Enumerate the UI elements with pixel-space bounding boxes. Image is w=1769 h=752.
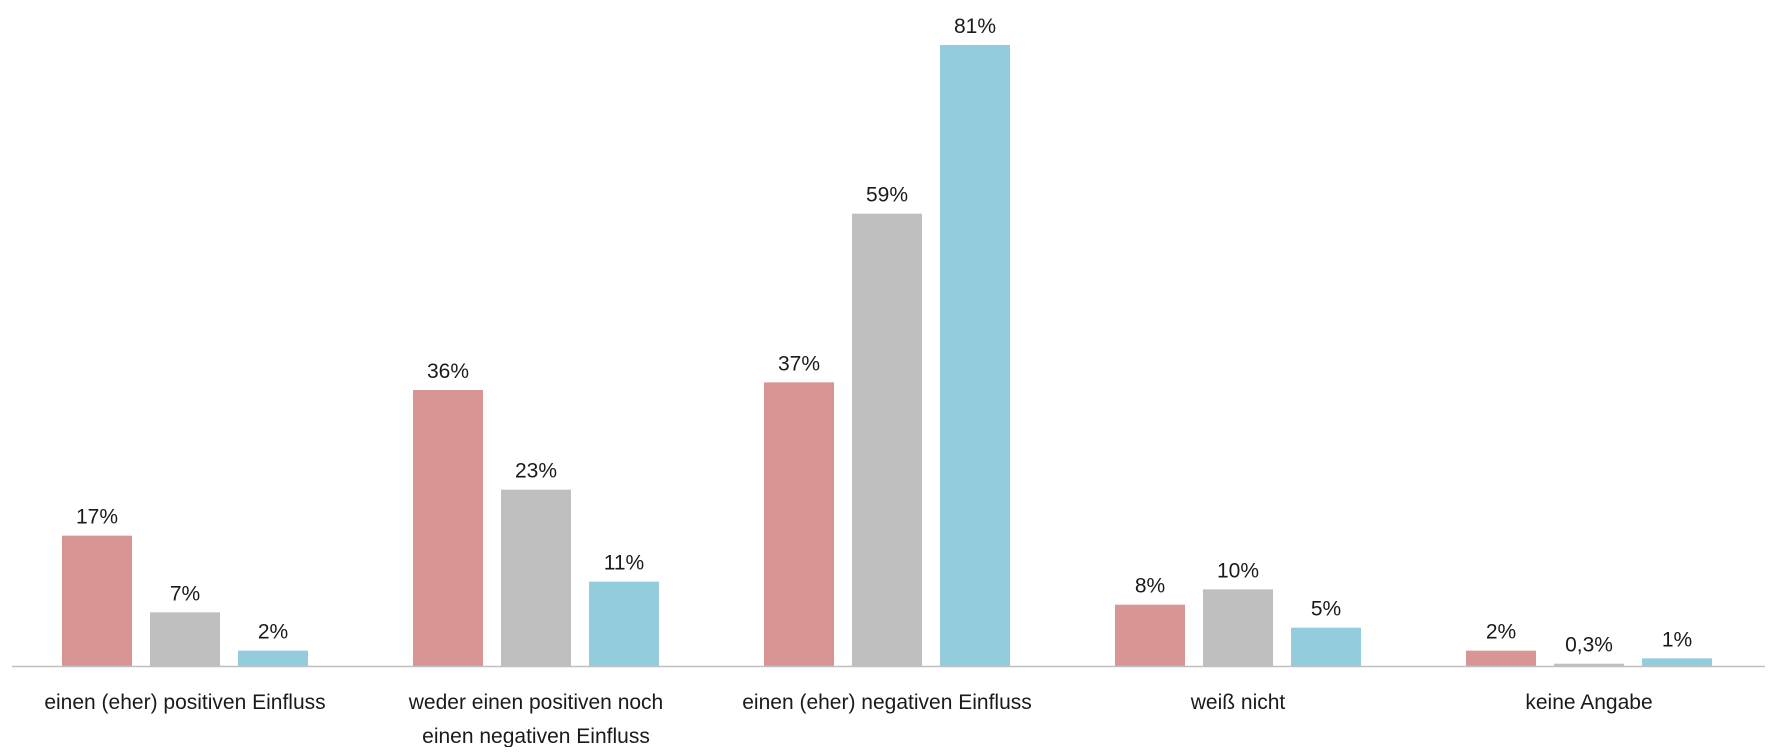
- bar-cat1-series2: [150, 612, 220, 666]
- bar-cat1-series1: [62, 535, 132, 666]
- bar-cat5-series3: [1642, 658, 1712, 666]
- bar-cat4-series2: [1203, 589, 1273, 666]
- bar-cat3-series3: [940, 45, 1010, 666]
- bar-cat3-series1: [764, 382, 834, 666]
- data-label-cat2-series1: 36%: [427, 360, 469, 383]
- category-label-1-line-1: einen (eher) positiven Einfluss: [44, 691, 325, 714]
- bar-cat2-series2: [501, 489, 571, 666]
- data-label-cat3-series2: 59%: [866, 184, 908, 207]
- category-label-1: einen (eher) positiven Einfluss: [44, 691, 325, 714]
- bar-cat3-series2: [852, 213, 922, 666]
- data-label-cat5-series3: 1%: [1662, 628, 1692, 651]
- bar-cat2-series3: [589, 581, 659, 666]
- bar-cat5-series2: [1554, 663, 1624, 666]
- data-label-cat1-series2: 7%: [170, 582, 200, 605]
- data-label-cat5-series2: 0,3%: [1565, 634, 1613, 657]
- category-label-2: weder einen positiven noch einen negative…: [408, 691, 664, 747]
- data-label-cat1-series1: 17%: [76, 506, 118, 529]
- category-label-5-line-1: keine Angabe: [1525, 691, 1652, 714]
- data-label-cat2-series2: 23%: [515, 460, 557, 483]
- category-label-3-line-1: einen (eher) negativen Einfluss: [742, 691, 1032, 714]
- data-label-cat3-series1: 37%: [778, 352, 820, 375]
- data-labels-group: 17% 7% 2% 36% 23% 11% 37% 59% 81% 8% 10% 5% 2% 0,3% 1%: [76, 15, 1692, 657]
- bar-cat4-series3: [1291, 627, 1361, 666]
- data-label-cat5-series1: 2%: [1486, 621, 1516, 644]
- category-label-4: weiß nicht: [1190, 691, 1286, 714]
- bar-cat2-series1: [413, 390, 483, 666]
- bar-cat5-series1: [1466, 650, 1536, 666]
- category-labels-group: einen (eher) positiven Einfluss weder ein…: [44, 691, 1652, 748]
- bars-group: [62, 45, 1712, 666]
- data-label-cat3-series3: 81%: [954, 15, 996, 38]
- data-label-cat1-series3: 2%: [258, 621, 288, 644]
- bar-cat4-series1: [1115, 604, 1185, 666]
- category-label-3: einen (eher) negativen Einfluss: [742, 691, 1032, 714]
- category-label-4-line-1: weiß nicht: [1190, 691, 1286, 714]
- category-label-5: keine Angabe: [1525, 691, 1652, 714]
- data-label-cat2-series3: 11%: [604, 552, 644, 575]
- data-label-cat4-series1: 8%: [1135, 575, 1165, 598]
- data-label-cat4-series2: 10%: [1217, 559, 1259, 582]
- bar-cat1-series3: [238, 650, 308, 666]
- category-label-2-line-1: weder einen positiven noch: [408, 691, 664, 714]
- data-label-cat4-series3: 5%: [1311, 598, 1341, 621]
- category-label-2-line-2: einen negativen Einfluss: [422, 725, 650, 747]
